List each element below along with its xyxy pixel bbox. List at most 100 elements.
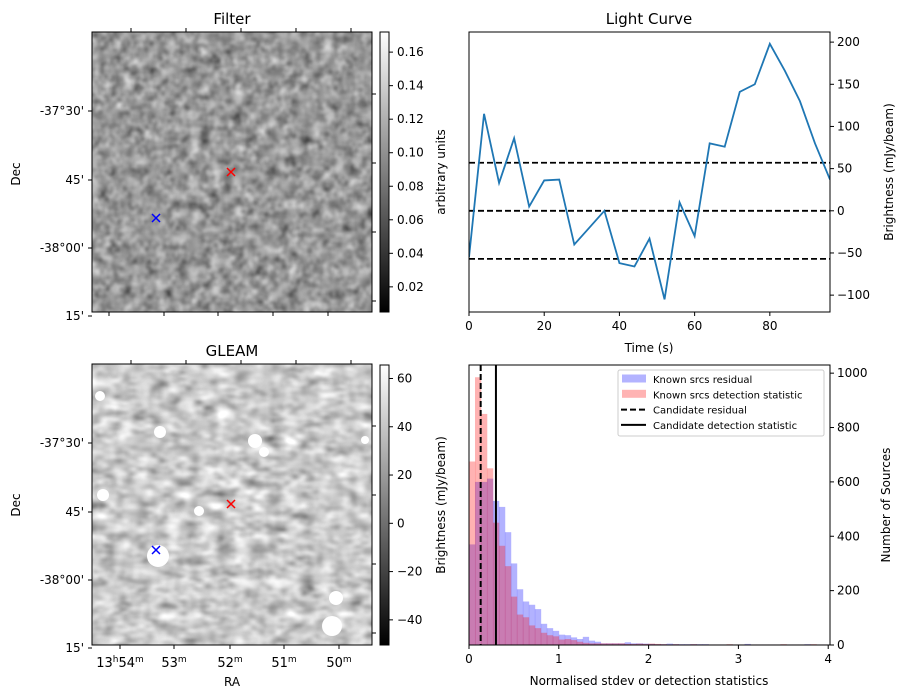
histogram-bar bbox=[522, 601, 530, 645]
colorbar-tick-label: 0.16 bbox=[397, 45, 424, 59]
histogram-bar bbox=[612, 643, 620, 645]
ra-label-part: m bbox=[343, 655, 352, 665]
bright-source bbox=[147, 545, 169, 567]
histogram-bar bbox=[528, 604, 536, 645]
histogram-bar bbox=[588, 640, 596, 645]
histogram-bar bbox=[498, 545, 506, 645]
histogram-ylabel: Number of Sources bbox=[879, 448, 893, 563]
histogram-bar bbox=[630, 643, 638, 645]
histogram-bar bbox=[516, 614, 524, 645]
x-tick-label: 1 bbox=[555, 652, 563, 666]
histogram-bar bbox=[510, 596, 518, 645]
filter-title: Filter bbox=[213, 10, 251, 28]
light-curve-line bbox=[469, 41, 830, 300]
histogram-bar bbox=[564, 639, 572, 645]
histogram-bar bbox=[498, 506, 506, 645]
light-curve-xlabel: Time (s) bbox=[624, 341, 674, 355]
colorbar-tick-label: 0.02 bbox=[397, 280, 424, 294]
dec-tick-label: -37°30' bbox=[40, 104, 84, 118]
histogram-bar bbox=[744, 643, 751, 645]
histogram-bar bbox=[534, 609, 542, 645]
bright-source bbox=[97, 489, 109, 501]
histogram-bar bbox=[582, 636, 590, 645]
ra-label-part: 54 bbox=[118, 656, 135, 671]
ra-label-part: 52 bbox=[217, 656, 234, 671]
histogram-bar bbox=[654, 643, 661, 645]
x-tick-label: 0 bbox=[465, 652, 473, 666]
dec-tick-label: 15' bbox=[65, 641, 84, 655]
y-tick-label: 100 bbox=[837, 119, 860, 133]
histogram-bar bbox=[576, 641, 584, 645]
light-curve-panel: Light Curve 0 20 40 60 80 −100 −50 0 50 100 150 20… bbox=[465, 10, 896, 355]
histogram-bar bbox=[534, 628, 542, 645]
dec-tick-label: 45' bbox=[65, 505, 84, 519]
known-source-marker-stroke bbox=[151, 213, 161, 223]
light-curve-frame bbox=[468, 31, 831, 313]
histogram-bar bbox=[648, 643, 655, 645]
y-tick-label: 800 bbox=[837, 421, 860, 435]
y-tick-label: 400 bbox=[837, 529, 860, 543]
ra-label-part: 53 bbox=[161, 656, 178, 671]
histogram-bar bbox=[648, 643, 655, 645]
y-tick-label: 0 bbox=[837, 638, 845, 652]
histogram-bar bbox=[618, 643, 626, 645]
ra-label-part: 50 bbox=[326, 656, 343, 671]
histogram-bar bbox=[528, 625, 536, 645]
bright-source bbox=[329, 591, 343, 605]
ra-label-part: m bbox=[288, 655, 297, 665]
filter-panel: Filter -37°30' 45' -38°00' 15' Dec 0.02 0.04… bbox=[9, 10, 448, 323]
gleam-image-frame bbox=[91, 363, 373, 646]
histogram-bar bbox=[480, 413, 488, 645]
x-tick-label: 0 bbox=[465, 319, 473, 333]
y-tick-label: −50 bbox=[837, 246, 862, 260]
legend-swatch bbox=[622, 389, 646, 398]
candidate-marker bbox=[226, 167, 236, 177]
gleam-xlabel: RA bbox=[224, 675, 241, 689]
candidate-marker-stroke bbox=[226, 499, 236, 509]
legend-label: Candidate detection statistic bbox=[653, 421, 797, 432]
filter-image-frame bbox=[91, 31, 373, 313]
known-source-marker-stroke bbox=[151, 545, 161, 555]
histogram-bar bbox=[558, 639, 566, 645]
histogram-bar bbox=[582, 642, 590, 645]
dec-tick-label: 15' bbox=[65, 309, 84, 323]
histogram-bar bbox=[486, 478, 494, 645]
histogram-bar bbox=[516, 589, 524, 645]
ra-tick-label: 13h54m bbox=[96, 655, 144, 671]
filter-colorbar bbox=[379, 31, 390, 313]
legend-swatch bbox=[622, 374, 646, 383]
x-tick-label: 20 bbox=[537, 319, 552, 333]
y-tick-label: 1000 bbox=[837, 366, 868, 380]
dec-tick-label: 45' bbox=[65, 173, 84, 187]
bright-source bbox=[194, 506, 204, 516]
histogram-bar bbox=[486, 468, 494, 645]
colorbar-tick-label: −40 bbox=[397, 613, 422, 627]
histogram-bar bbox=[504, 566, 512, 645]
colorbar-tick-label: 40 bbox=[397, 420, 412, 434]
light-curve-ylabel: Brightness (mJy/beam) bbox=[882, 103, 896, 241]
y-tick-label: −100 bbox=[837, 288, 870, 302]
histogram-bar bbox=[600, 643, 608, 645]
histogram-bar bbox=[558, 634, 566, 645]
x-tick-label: 3 bbox=[735, 652, 743, 666]
colorbar-tick-label: −20 bbox=[397, 565, 422, 579]
y-tick-label: 50 bbox=[837, 162, 852, 176]
histogram-frame bbox=[468, 364, 831, 646]
histogram-bar bbox=[480, 481, 488, 645]
histogram-bar bbox=[612, 643, 620, 645]
histogram-bar bbox=[540, 623, 548, 645]
histogram-bar bbox=[522, 617, 530, 645]
candidate-marker-stroke bbox=[226, 167, 236, 177]
histogram-bar bbox=[546, 635, 554, 645]
ra-tick-label: 50m bbox=[326, 655, 351, 671]
gleam-panel: GLEAM 13h54m 53m 52m 51m 50m -37°30'45'-38°0… bbox=[9, 342, 448, 689]
histogram-bar bbox=[624, 642, 632, 645]
histogram-bar bbox=[469, 544, 476, 645]
histogram-bar bbox=[504, 532, 512, 645]
legend-label: Known srcs detection statistic bbox=[653, 390, 802, 401]
colorbar-tick-label: 0.10 bbox=[397, 146, 424, 160]
ra-label-part: 51 bbox=[271, 656, 288, 671]
histogram-bar bbox=[474, 481, 482, 645]
dec-tick-label: -38°00' bbox=[40, 573, 84, 587]
